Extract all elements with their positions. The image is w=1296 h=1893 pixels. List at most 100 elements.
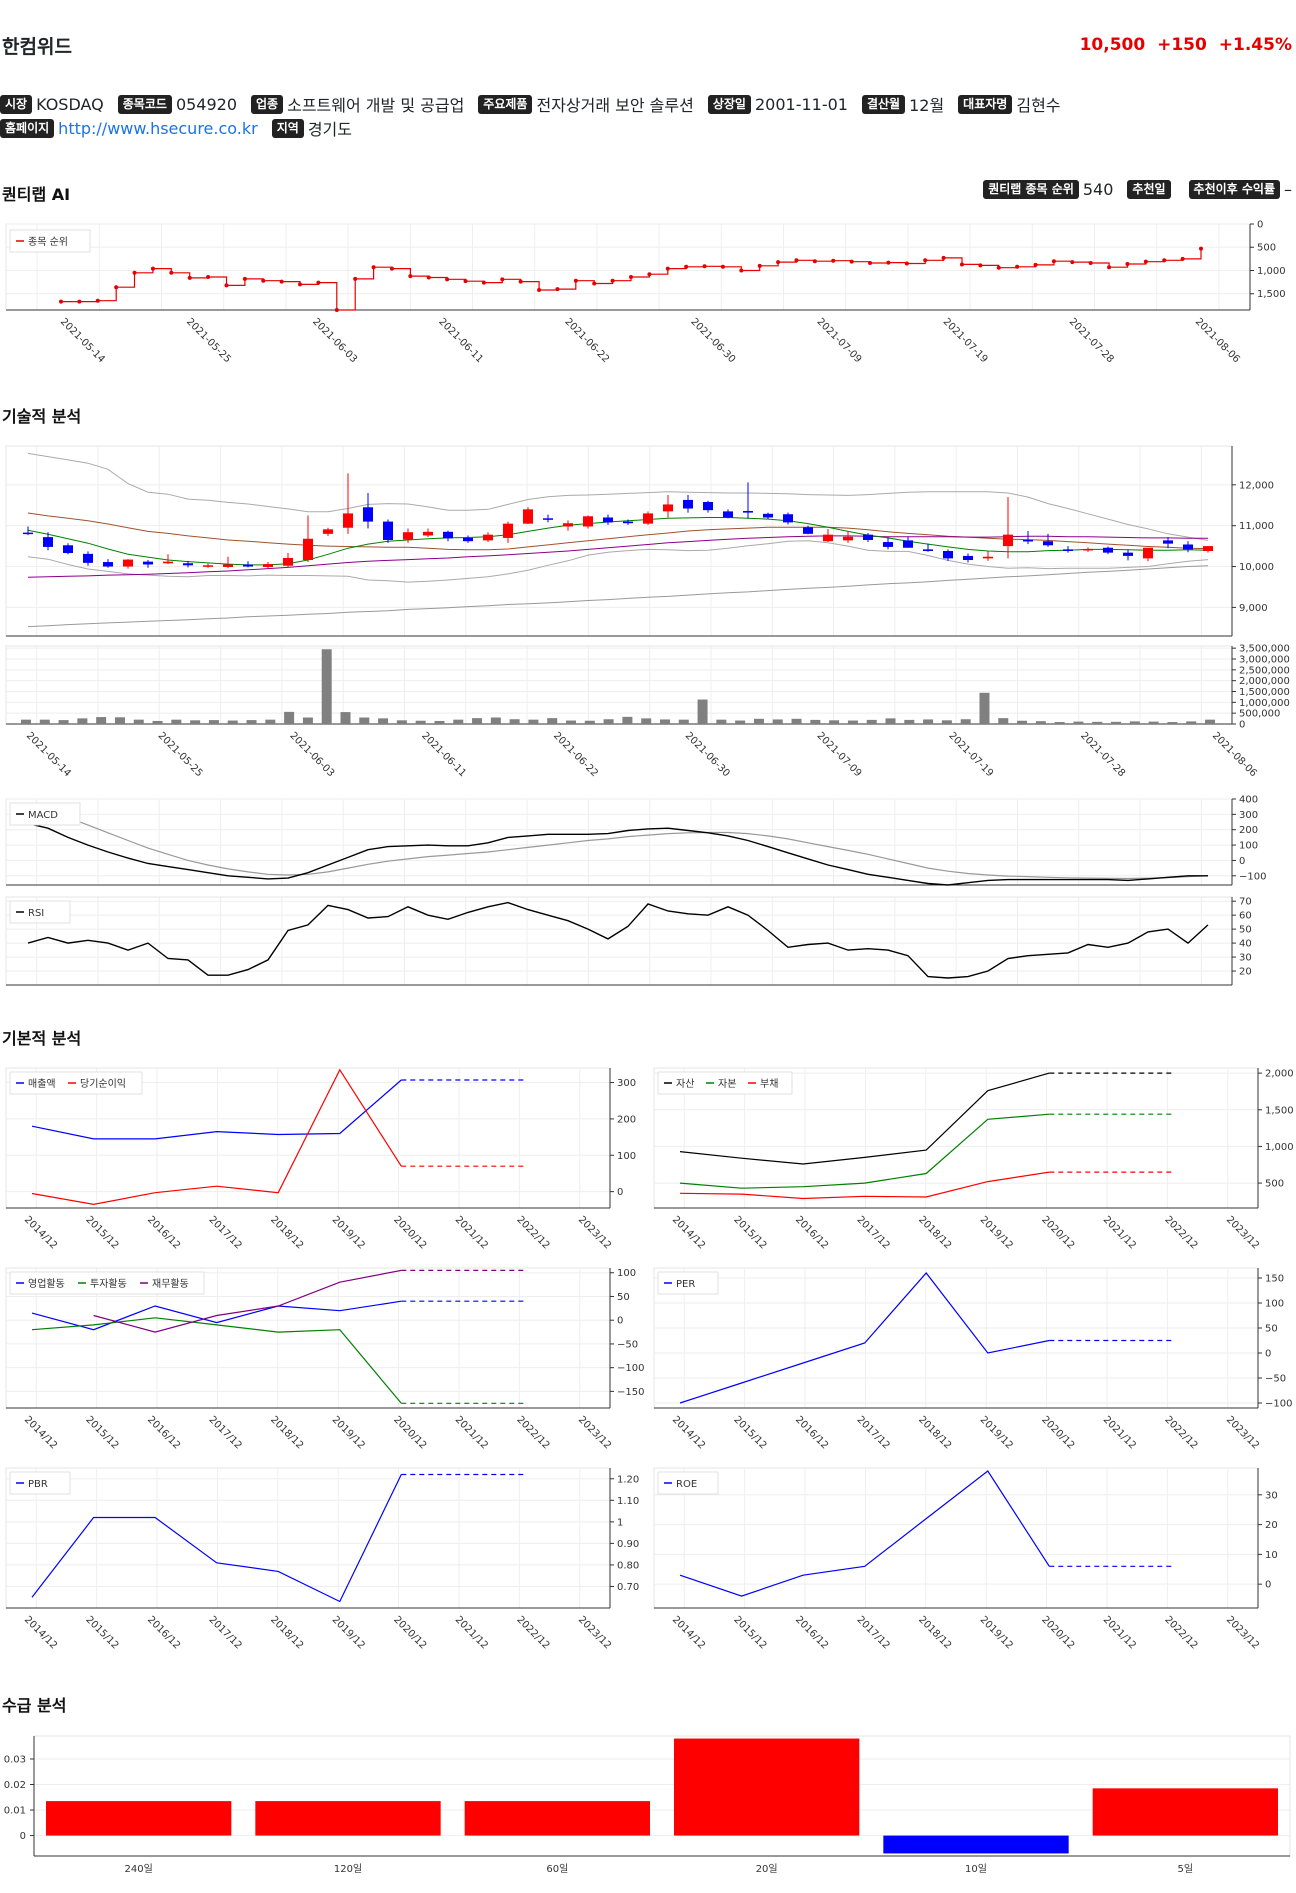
rank-value: 540 [1082, 180, 1114, 199]
fundamental-section-title: 기본적 분석 [2, 1029, 82, 1048]
candle-ma-long-gray-line [27, 565, 1209, 628]
rank-plot-border [5, 223, 1251, 311]
market-label: 시장 [0, 94, 33, 114]
rec-return-label: 추천이후 수익률 [1188, 180, 1280, 199]
rank-point [757, 263, 762, 268]
volume-bar [265, 719, 276, 724]
candle-body [23, 532, 33, 535]
rank-point [537, 288, 542, 293]
rec-date-label: 추천일 [1127, 180, 1171, 199]
pbr-x-tick-label: 2021/12 [453, 1614, 490, 1651]
rank-point [114, 285, 119, 290]
volume-bar [998, 718, 1009, 724]
rank-point [592, 281, 597, 286]
rank-x-tick-label: 2021-06-30 [688, 316, 737, 365]
rank-point [941, 255, 946, 260]
rank-point [629, 274, 633, 279]
candle-body [403, 532, 413, 540]
roe-x-tick-label: 2021/12 [1101, 1614, 1138, 1651]
volume-bar [340, 712, 351, 724]
per-y-tick-label: −100 [1265, 1399, 1292, 1410]
macd-legend-label: MACD [28, 810, 58, 821]
volume-bar [566, 720, 577, 724]
per-legend-label: PER [676, 1279, 695, 1290]
macd-y-tick-label: 400 [1239, 795, 1258, 806]
rank-point [868, 261, 873, 266]
sales-x-tick-label: 2021/12 [453, 1214, 490, 1251]
stock-name: 한컴위드 [2, 36, 72, 58]
volume-bar [772, 719, 783, 724]
rank-point [610, 278, 615, 283]
ceo-value: 김현수 [1016, 96, 1061, 115]
assets-y-tick-label: 2,000 [1265, 1069, 1294, 1080]
rank-point [169, 270, 174, 275]
volume-bar [1111, 721, 1122, 724]
volume-bar [1017, 720, 1028, 724]
candle-body [143, 561, 153, 565]
cashflow-y-tick-label: 100 [617, 1268, 636, 1279]
assets-x-tick-label: 2016/12 [793, 1214, 830, 1251]
candle-body [203, 565, 213, 567]
sales-x-tick-label: 2020/12 [391, 1214, 428, 1251]
volume-plot-border [5, 645, 1233, 725]
per-y-tick-label: 0 [1265, 1349, 1271, 1360]
rank-point [132, 270, 137, 275]
volume-bar [735, 720, 746, 724]
rank-chart: 0 500 1,000 1,500 2021-05-14 2021-05-25 2021-0… [5, 220, 1286, 365]
candle-body [643, 513, 653, 524]
code-label: 종목코드 [117, 94, 172, 114]
candle-body [363, 507, 373, 522]
assets-x-tick-label: 2020/12 [1039, 1214, 1076, 1251]
candle-body [1103, 547, 1113, 553]
assets-y-tick-label: 1,500 [1265, 1105, 1294, 1116]
candle-body [843, 536, 853, 541]
sales-y-tick-label: 200 [617, 1114, 636, 1125]
volume-bar [227, 720, 238, 724]
candle-body [123, 559, 133, 567]
roe-legend-box [657, 1471, 719, 1495]
rank-y-tick-label: 1,000 [1257, 266, 1286, 277]
code-value: 054920 [175, 94, 238, 114]
supply-y-tick-label: 0 [20, 1831, 26, 1842]
candle-body [383, 521, 393, 540]
rank-point [518, 279, 523, 284]
volume-x-tick-label: 2021-07-19 [946, 730, 995, 779]
technical-section-title: 기술적 분석 [2, 407, 82, 426]
rsi-y-tick-label: 20 [1239, 967, 1252, 978]
rank-point [279, 279, 284, 284]
candle-body [1003, 534, 1013, 547]
volume-bar [1129, 721, 1140, 724]
supply-y-tick-label: 0.03 [4, 1754, 26, 1765]
candle-body [103, 562, 113, 567]
homepage-link[interactable]: http://www.hsecure.co.kr [58, 118, 258, 138]
macd-line [27, 822, 1208, 886]
per-x-tick-label: 2017/12 [855, 1414, 892, 1451]
candle-body [1023, 539, 1033, 542]
volume-bar [509, 719, 520, 724]
per-x-tick-label: 2023/12 [1224, 1414, 1261, 1451]
pbr-x-tick-label: 2016/12 [145, 1614, 182, 1651]
sales-y-tick-label: 0 [617, 1187, 623, 1198]
volume-y-tick-label: 1,000,000 [1239, 698, 1290, 709]
volume-x-tick-label: 2021-06-11 [419, 730, 468, 779]
volume-bar [603, 719, 614, 724]
candle-body [1123, 552, 1133, 556]
rank-point [1199, 246, 1203, 251]
supply-y-tick-label: 0.02 [4, 1780, 26, 1791]
assets-x-tick-label: 2014/12 [670, 1214, 707, 1251]
supply-bar [464, 1801, 650, 1836]
region-label: 지역 [271, 118, 304, 138]
volume-y-tick-label: 1,500,000 [1239, 687, 1290, 698]
rank-point [95, 298, 100, 303]
volume-bar [528, 719, 539, 724]
supply-section-title: 수급 분석 [2, 1696, 67, 1715]
per-y-tick-label: 150 [1265, 1274, 1284, 1285]
candle-body [183, 563, 193, 566]
rank-legend-box [9, 229, 91, 253]
candle-ma-brown-line [27, 512, 1209, 551]
candle-body [243, 564, 253, 567]
candle-y-tick-label: 11,000 [1239, 521, 1274, 532]
pbr-y-tick-label: 1 [617, 1517, 623, 1528]
rank-x-tick-label: 2021-08-06 [1193, 316, 1242, 365]
volume-bar [1073, 721, 1084, 724]
